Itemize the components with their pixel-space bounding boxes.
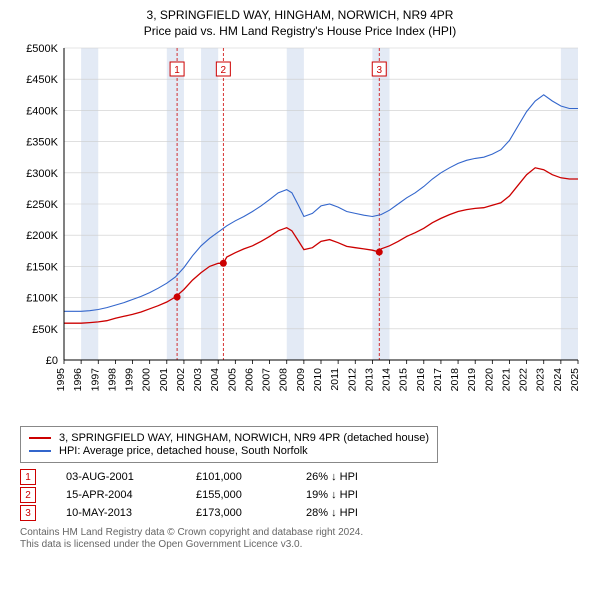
event-price: £155,000 [196, 489, 276, 501]
legend-box: 3, SPRINGFIELD WAY, HINGHAM, NORWICH, NR… [20, 426, 438, 463]
event-row: 1 03-AUG-2001 £101,000 26% ↓ HPI [20, 469, 580, 485]
svg-text:£100K: £100K [26, 293, 58, 305]
svg-text:2021: 2021 [500, 368, 512, 392]
svg-text:£300K: £300K [26, 168, 58, 180]
svg-text:£500K: £500K [26, 43, 58, 55]
svg-text:2016: 2016 [415, 368, 427, 392]
svg-text:2008: 2008 [278, 368, 290, 392]
svg-text:2018: 2018 [449, 368, 461, 392]
event-row: 2 15-APR-2004 £155,000 19% ↓ HPI [20, 487, 580, 503]
page-container: 3, SPRINGFIELD WAY, HINGHAM, NORWICH, NR… [0, 0, 600, 555]
svg-text:2009: 2009 [295, 368, 307, 392]
svg-text:2020: 2020 [483, 368, 495, 392]
svg-text:2: 2 [221, 65, 227, 76]
event-diff: 28% ↓ HPI [306, 507, 406, 519]
svg-text:2012: 2012 [346, 368, 358, 392]
svg-text:2025: 2025 [569, 368, 581, 392]
svg-text:2013: 2013 [363, 368, 375, 392]
footer: Contains HM Land Registry data © Crown c… [20, 527, 580, 551]
event-row: 3 10-MAY-2013 £173,000 28% ↓ HPI [20, 505, 580, 521]
svg-text:1995: 1995 [55, 368, 67, 392]
title-subtitle: Price paid vs. HM Land Registry's House … [12, 24, 588, 38]
svg-text:1997: 1997 [89, 368, 101, 392]
legend-swatch [29, 450, 51, 452]
event-diff: 26% ↓ HPI [306, 471, 406, 483]
svg-text:£400K: £400K [26, 105, 58, 117]
svg-text:1999: 1999 [124, 368, 136, 392]
footer-line-2: This data is licensed under the Open Gov… [20, 539, 580, 551]
legend-row: HPI: Average price, detached house, Sout… [29, 445, 429, 457]
svg-text:£150K: £150K [26, 261, 58, 273]
chart-wrap: £0 £50K £100K £150K £200K £250K £300K £350K £400… [12, 42, 588, 422]
line-chart: £0 £50K £100K £150K £200K £250K £300K £350K £400… [12, 42, 588, 422]
legend-swatch [29, 437, 51, 439]
svg-text:2003: 2003 [192, 368, 204, 392]
svg-text:£0: £0 [46, 355, 58, 367]
title-block: 3, SPRINGFIELD WAY, HINGHAM, NORWICH, NR… [12, 8, 588, 38]
svg-text:£200K: £200K [26, 230, 58, 242]
svg-text:2004: 2004 [209, 368, 221, 392]
svg-text:2005: 2005 [226, 368, 238, 392]
event-price: £101,000 [196, 471, 276, 483]
svg-text:2014: 2014 [381, 368, 393, 392]
svg-text:2000: 2000 [141, 368, 153, 392]
svg-text:£350K: £350K [26, 137, 58, 149]
svg-text:3: 3 [376, 65, 382, 76]
svg-text:2002: 2002 [175, 368, 187, 392]
event-badge: 1 [20, 469, 36, 485]
title-address: 3, SPRINGFIELD WAY, HINGHAM, NORWICH, NR… [12, 8, 588, 22]
svg-text:2007: 2007 [261, 368, 273, 392]
svg-text:1: 1 [174, 65, 180, 76]
svg-text:£450K: £450K [26, 74, 58, 86]
svg-text:2001: 2001 [158, 368, 170, 392]
events-table: 1 03-AUG-2001 £101,000 26% ↓ HPI 2 15-APR-200… [20, 469, 580, 521]
svg-text:2015: 2015 [398, 368, 410, 392]
svg-text:1998: 1998 [106, 368, 118, 392]
event-badge: 3 [20, 505, 36, 521]
svg-text:2017: 2017 [432, 368, 444, 392]
event-date: 03-AUG-2001 [66, 471, 166, 483]
svg-text:2011: 2011 [329, 368, 341, 391]
event-price: £173,000 [196, 507, 276, 519]
svg-text:£250K: £250K [26, 199, 58, 211]
svg-text:2022: 2022 [518, 368, 530, 392]
svg-text:1996: 1996 [72, 368, 84, 392]
svg-text:2019: 2019 [466, 368, 478, 392]
svg-text:2024: 2024 [552, 368, 564, 392]
svg-text:£50K: £50K [32, 324, 58, 336]
legend-label: 3, SPRINGFIELD WAY, HINGHAM, NORWICH, NR… [59, 432, 429, 444]
svg-text:2010: 2010 [312, 368, 324, 392]
event-date: 10-MAY-2013 [66, 507, 166, 519]
event-diff: 19% ↓ HPI [306, 489, 406, 501]
legend-label: HPI: Average price, detached house, Sout… [59, 445, 308, 457]
legend-row: 3, SPRINGFIELD WAY, HINGHAM, NORWICH, NR… [29, 432, 429, 444]
event-date: 15-APR-2004 [66, 489, 166, 501]
event-badge: 2 [20, 487, 36, 503]
svg-text:2023: 2023 [535, 368, 547, 392]
footer-line-1: Contains HM Land Registry data © Crown c… [20, 527, 580, 539]
svg-text:2006: 2006 [243, 368, 255, 392]
